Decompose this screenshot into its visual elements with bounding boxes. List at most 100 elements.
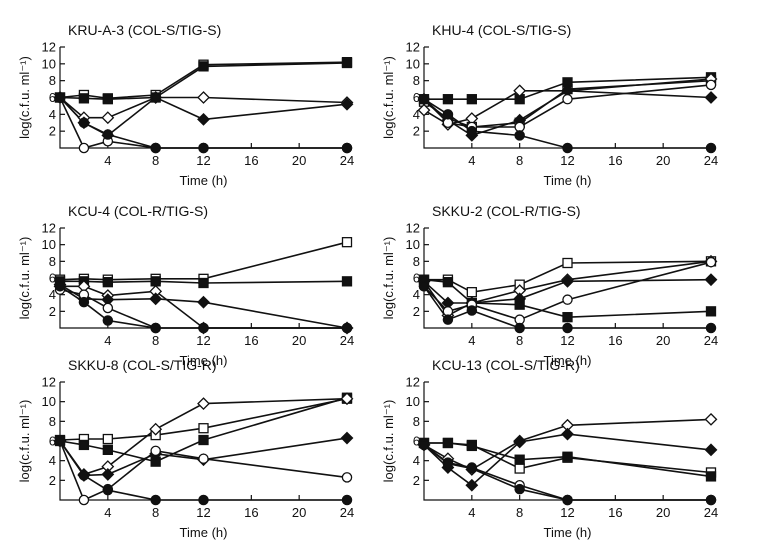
y-tick-label: 12 <box>406 40 420 55</box>
x-tick-label: 24 <box>340 153 354 168</box>
x-tick-label: 4 <box>104 505 111 520</box>
data-point-square-filled <box>102 94 113 105</box>
data-point-square-filled <box>705 471 717 482</box>
y-tick-label: 2 <box>49 304 56 319</box>
x-tick-label: 24 <box>340 505 354 520</box>
x-tick-label: 12 <box>560 333 574 348</box>
data-point-circle-filled <box>198 142 209 154</box>
y-tick-label: 2 <box>413 473 420 488</box>
y-tick-label: 4 <box>413 287 420 302</box>
y-tick-label: 10 <box>406 56 420 71</box>
x-tick-label: 4 <box>104 153 111 168</box>
data-point-circle-filled <box>78 470 90 481</box>
data-point-square-filled <box>442 277 454 288</box>
y-tick-label: 12 <box>406 221 420 236</box>
data-point-diamond-open <box>513 84 527 98</box>
x-tick-label: 16 <box>244 333 258 348</box>
data-point-circle-filled <box>150 142 161 154</box>
panel-title: KHU-4 (COL-S/TIG-S) <box>432 22 571 38</box>
data-point-circle-filled <box>198 494 209 506</box>
y-axis-title: log(c.f.u. ml⁻¹) <box>17 400 32 483</box>
x-tick-label: 24 <box>340 333 354 348</box>
y-axis-title: log(c.f.u. ml⁻¹) <box>381 400 396 483</box>
y-tick-label: 8 <box>49 73 56 88</box>
x-tick-label: 24 <box>704 333 718 348</box>
data-point-square-open <box>102 433 113 445</box>
y-tick-label: 4 <box>49 287 56 302</box>
data-point-circle-filled <box>562 494 573 506</box>
y-axis-title: log(c.f.u. ml⁻¹) <box>17 237 32 320</box>
y-tick-label: 12 <box>42 40 56 55</box>
data-point-diamond-open <box>101 111 115 125</box>
data-point-diamond-open <box>197 91 210 104</box>
x-axis-title: Time (h) <box>180 525 228 540</box>
data-point-circle-open <box>198 453 209 464</box>
panel-title: SKKU-2 (COL-R/TIG-S) <box>432 203 581 219</box>
y-tick-label: 2 <box>413 304 420 319</box>
data-point-circle-filled <box>54 281 66 292</box>
series-line-circle-filled <box>59 440 347 501</box>
y-tick-label: 8 <box>413 254 420 269</box>
data-point-square-filled <box>102 277 113 288</box>
y-tick-label: 8 <box>413 73 420 88</box>
series-line-circle-open <box>59 440 348 502</box>
data-point-square-filled <box>341 57 353 69</box>
data-point-circle-filled <box>466 125 478 137</box>
data-point-circle-filled <box>562 322 573 334</box>
data-point-square-filled <box>562 312 573 323</box>
y-tick-label: 8 <box>49 414 56 429</box>
data-point-square-open <box>514 463 525 474</box>
data-point-diamond-filled <box>513 435 527 449</box>
data-point-square-filled <box>102 444 113 456</box>
data-point-circle-open <box>78 494 90 506</box>
y-tick-label: 10 <box>406 394 420 409</box>
data-point-circle-filled <box>341 494 353 506</box>
y-tick-label: 6 <box>413 90 420 105</box>
data-point-diamond-filled <box>704 91 718 104</box>
data-point-circle-filled <box>150 494 161 506</box>
x-tick-label: 8 <box>152 153 159 168</box>
y-tick-label: 4 <box>49 453 56 468</box>
data-point-circle-open <box>562 294 573 305</box>
data-point-square-filled <box>442 437 454 449</box>
y-tick-label: 8 <box>413 414 420 429</box>
data-point-diamond-filled <box>561 274 574 288</box>
x-tick-label: 4 <box>468 153 475 168</box>
data-point-square-filled <box>466 94 477 105</box>
data-point-circle-filled <box>102 129 114 140</box>
x-tick-label: 20 <box>656 333 670 348</box>
data-point-circle-open <box>562 93 573 105</box>
x-tick-label: 8 <box>152 505 159 520</box>
data-point-diamond-filled <box>149 91 163 104</box>
y-tick-label: 4 <box>49 107 56 122</box>
data-point-diamond-open <box>704 412 718 426</box>
data-point-circle-filled <box>198 322 209 334</box>
data-point-circle-filled <box>418 439 430 451</box>
x-tick-label: 20 <box>292 505 306 520</box>
data-point-circle-filled <box>341 142 353 154</box>
data-point-circle-filled <box>705 142 717 154</box>
x-tick-label: 12 <box>560 505 574 520</box>
x-tick-label: 20 <box>656 505 670 520</box>
x-tick-label: 12 <box>196 333 210 348</box>
panel-title: KCU-13 (COL-S/TIG-R) <box>432 357 580 373</box>
data-point-diamond-filled <box>704 443 718 457</box>
y-tick-label: 10 <box>42 394 56 409</box>
x-tick-label: 8 <box>152 333 159 348</box>
x-tick-label: 8 <box>516 505 523 520</box>
data-point-circle-filled <box>442 109 454 120</box>
x-tick-label: 16 <box>608 333 622 348</box>
data-point-circle-open <box>78 142 90 154</box>
x-tick-label: 16 <box>608 505 622 520</box>
data-point-square-open <box>562 257 573 269</box>
data-point-circle-filled <box>78 117 90 129</box>
data-point-circle-filled <box>418 93 430 105</box>
y-tick-label: 2 <box>413 124 420 139</box>
y-tick-label: 4 <box>413 107 420 122</box>
data-point-diamond-open <box>340 392 354 406</box>
data-point-circle-filled <box>466 305 478 316</box>
data-point-circle-filled <box>562 142 573 154</box>
data-point-square-filled <box>562 451 573 462</box>
